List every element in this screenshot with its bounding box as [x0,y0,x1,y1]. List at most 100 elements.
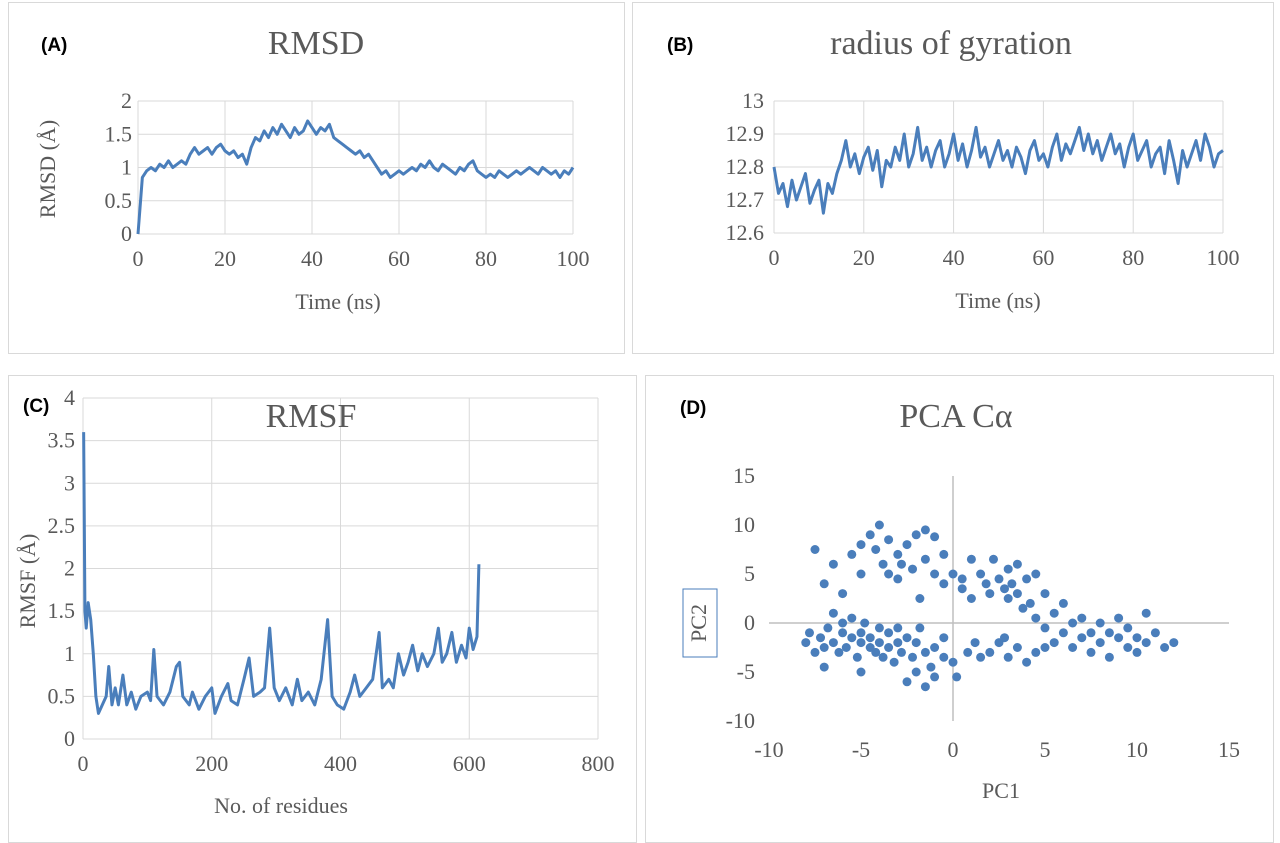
y-tick-label: 0 [64,726,75,751]
data-point [1031,613,1041,623]
data-point [1104,628,1114,638]
data-point [930,643,940,652]
data-point [871,647,881,657]
y-axis-label: RMSF (Å) [15,534,40,629]
data-point [865,530,875,540]
data-point [856,628,866,638]
data-point [823,623,833,633]
panel-c: 0 200 400 600 800 0 0.5 1 1.5 2 2.5 3 3.5 4 No. of res… [8,375,637,843]
y-tick-label: 12.6 [726,220,765,245]
panel-a: 0 20 40 60 80 100 0 0.5 1 1.5 2 Time (ns) RMSD (Å) (A… [8,2,625,354]
data-point [1012,559,1022,569]
data-point [1077,633,1087,643]
data-point [1003,652,1013,662]
data-point [838,618,848,628]
data-point [1068,643,1078,652]
x-tick-label: 0 [133,246,144,271]
data-point [856,667,866,677]
data-point [810,545,820,554]
data-point [819,643,829,652]
data-point [884,643,894,652]
data-point [878,559,888,569]
data-point [1022,657,1032,667]
data-point [828,559,838,569]
data-point [847,613,857,623]
data-point [1123,643,1133,652]
data-point [939,549,949,559]
chart-title: radius of gyration [830,25,1072,62]
x-axis-label: No. of residues [214,793,348,818]
data-point [856,540,866,550]
data-point [847,633,857,643]
panel-label: (A) [41,35,68,56]
x-tick-label: -5 [852,737,870,762]
data-point [893,638,903,648]
data-point [871,545,881,554]
data-point [860,618,870,628]
data-point [981,579,991,589]
data-point [874,638,884,648]
data-point [1000,633,1010,643]
data-point [878,652,888,662]
data-point [1077,613,1087,623]
data-point [856,569,866,579]
chart-title: RMSF [265,398,357,435]
data-point [819,662,829,672]
data-point [893,623,903,633]
data-point [920,647,930,657]
data-point [1123,623,1133,633]
data-point [1018,603,1028,613]
data-point [874,623,884,633]
data-point [963,647,973,657]
x-tick-label: 100 [1207,245,1240,270]
y-tick-label: 0.5 [48,683,76,708]
data-point [908,652,918,662]
data-point [1141,608,1151,618]
data-point [930,532,940,542]
y-tick-label: 2 [121,88,132,113]
x-tick-label: 10 [1126,737,1148,762]
data-point [884,628,894,638]
data-point [856,638,866,648]
data-point [948,569,958,579]
x-tick-label: -10 [754,737,783,762]
data-point [902,633,912,643]
data-point [1031,569,1041,579]
x-axis-label: Time (ns) [295,289,380,314]
data-point [874,520,884,530]
data-point [939,633,949,643]
x-tick-label: 0 [78,751,89,776]
data-point [948,657,958,667]
data-point [852,652,862,662]
data-point [908,564,918,574]
data-point [1049,638,1059,648]
y-tick-label: 1 [64,641,75,666]
data-point [1049,608,1059,618]
x-tick-label: 80 [1122,245,1144,270]
y-tick-label: 1.5 [105,121,133,146]
x-tick-label: 80 [475,246,497,271]
data-point [1003,564,1013,574]
x-tick-label: 5 [1040,737,1051,762]
data-point [1031,647,1041,657]
data-point [1000,584,1010,594]
data-point [976,569,986,579]
data-point [1012,643,1022,652]
data-point [1022,574,1032,584]
data-point [966,594,976,603]
data-point [834,647,844,657]
chart-title: PCA Cα [899,398,1013,435]
data-point [1160,643,1170,652]
data-point [828,608,838,618]
data-point [920,525,930,535]
panel-label: (D) [680,398,707,419]
y-tick-label: 15 [733,463,755,488]
y-tick-label: 0 [744,610,755,635]
data-point [930,672,940,682]
data-point [896,647,906,657]
data-point [819,579,829,589]
data-point [1095,638,1105,648]
data-point [1169,638,1179,648]
x-tick-label: 0 [769,245,780,270]
